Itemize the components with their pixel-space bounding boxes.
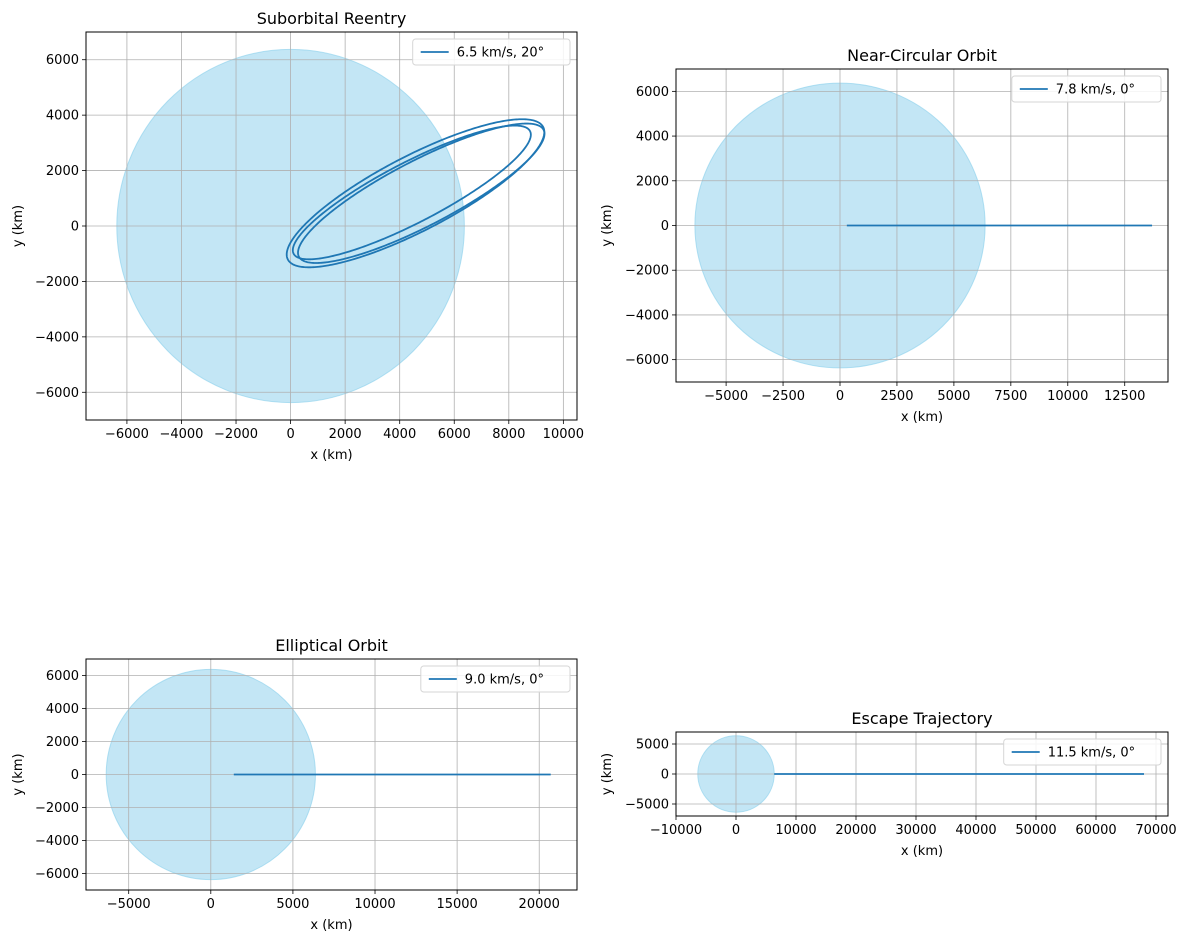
x-tick-label: −4000: [159, 427, 203, 442]
trajectory-line: [291, 124, 532, 261]
x-tick-label: −5000: [107, 897, 151, 912]
x-axis-label: x (km): [901, 410, 943, 425]
y-axis-label: y (km): [600, 204, 615, 246]
x-tick-label: 8000: [492, 427, 525, 442]
x-tick-label: −6000: [105, 427, 149, 442]
y-tick-label: −2000: [35, 801, 79, 816]
x-tick-label: 20000: [835, 823, 876, 838]
x-tick-label: 2000: [329, 427, 362, 442]
legend-box: [420, 665, 571, 693]
legend: 7.8 km/s, 0°: [1011, 75, 1162, 103]
x-tick-label: 4000: [383, 427, 416, 442]
legend-label: 11.5 km/s, 0°: [1048, 746, 1135, 761]
legend-label: 9.0 km/s, 0°: [465, 673, 544, 688]
y-tick-label: 2000: [46, 164, 79, 179]
x-tick-label: 60000: [1075, 823, 1116, 838]
y-tick-label: −6000: [35, 867, 79, 882]
subplot-4: −10000 0 10000 20000 30000 40000 50000 60000 700…: [600, 709, 1177, 859]
plot-area: [676, 732, 1168, 816]
y-tick-label: 4000: [46, 109, 79, 124]
y-tick-label: −6000: [625, 353, 669, 368]
legend-label: 6.5 km/s, 20°: [457, 46, 544, 61]
y-tick-label: 6000: [46, 53, 79, 68]
y-tick-label: −4000: [625, 308, 669, 323]
x-tick-label: 15000: [436, 897, 477, 912]
x-tick-label: 5000: [937, 389, 970, 404]
legend-box: [1003, 738, 1162, 766]
x-tick-label: 0: [836, 389, 844, 404]
trajectory-line: [285, 118, 546, 269]
x-tick-label: 40000: [955, 823, 996, 838]
plot-area: [86, 659, 577, 890]
legend-box: [412, 38, 571, 66]
y-tick-label: −2000: [35, 275, 79, 290]
x-tick-label: 0: [207, 897, 215, 912]
x-tick-label: 70000: [1135, 823, 1176, 838]
x-tick-label: −2000: [214, 427, 258, 442]
x-tick-label: 12500: [1104, 389, 1145, 404]
y-tick-label: −6000: [35, 386, 79, 401]
x-tick-label: 20000: [519, 897, 560, 912]
y-axis-label: y (km): [600, 753, 615, 795]
y-tick-label: −4000: [35, 834, 79, 849]
y-tick-label: 4000: [46, 702, 79, 717]
trajectory-line: [297, 122, 546, 264]
x-tick-label: −10000: [650, 823, 702, 838]
y-tick-label: 6000: [636, 85, 669, 100]
y-tick-label: 6000: [46, 669, 79, 684]
y-tick-label: 0: [71, 220, 79, 235]
subplot-3: −5000 0 5000 10000 15000 20000−6000−4000−2000…: [11, 636, 578, 933]
y-tick-label: 4000: [636, 130, 669, 145]
y-tick-label: −5000: [625, 798, 669, 813]
chart-title: Escape Trajectory: [851, 709, 992, 728]
subplot-1: −6000 −4000 −2000 0 2000 4000 6000 8000 10000 −60…: [11, 9, 584, 463]
y-tick-label: 0: [661, 219, 669, 234]
x-tick-label: 7500: [994, 389, 1027, 404]
x-axis-label: x (km): [310, 448, 352, 463]
x-tick-label: −5000: [704, 389, 748, 404]
legend: 11.5 km/s, 0°: [1003, 738, 1162, 766]
chart-title: Elliptical Orbit: [275, 636, 388, 655]
y-tick-label: −2000: [625, 264, 669, 279]
y-axis-label: y (km): [11, 753, 26, 795]
plot-area: [86, 32, 577, 420]
x-tick-label: 50000: [1015, 823, 1056, 838]
x-tick-label: −2500: [761, 389, 805, 404]
x-tick-label: 10000: [354, 897, 395, 912]
x-tick-label: 2500: [880, 389, 913, 404]
x-axis-label: x (km): [901, 844, 943, 859]
x-tick-label: 0: [732, 823, 740, 838]
x-tick-label: 6000: [438, 427, 471, 442]
x-axis-label: x (km): [310, 918, 352, 933]
plot-area: [676, 69, 1168, 382]
y-tick-label: 2000: [46, 735, 79, 750]
x-tick-label: 10000: [775, 823, 816, 838]
chart-title: Suborbital Reentry: [257, 9, 407, 28]
y-tick-label: −4000: [35, 330, 79, 345]
y-tick-label: 5000: [636, 738, 669, 753]
x-tick-label: 10000: [1047, 389, 1088, 404]
chart-title: Near-Circular Orbit: [847, 46, 997, 65]
x-tick-label: 5000: [276, 897, 309, 912]
y-tick-label: 0: [661, 768, 669, 783]
y-axis-label: y (km): [11, 205, 26, 247]
legend: 9.0 km/s, 0°: [420, 665, 571, 693]
legend: 6.5 km/s, 20°: [412, 38, 571, 66]
y-tick-label: 2000: [636, 174, 669, 189]
y-tick-label: 0: [71, 768, 79, 783]
legend-label: 7.8 km/s, 0°: [1056, 83, 1135, 98]
x-tick-label: 10000: [543, 427, 584, 442]
x-tick-label: 0: [286, 427, 294, 442]
legend-box: [1011, 75, 1162, 103]
subplot-2: −5000 −2500 0 2500 5000 7500 10000 12500 −6000 −4…: [600, 46, 1169, 425]
x-tick-label: 30000: [895, 823, 936, 838]
